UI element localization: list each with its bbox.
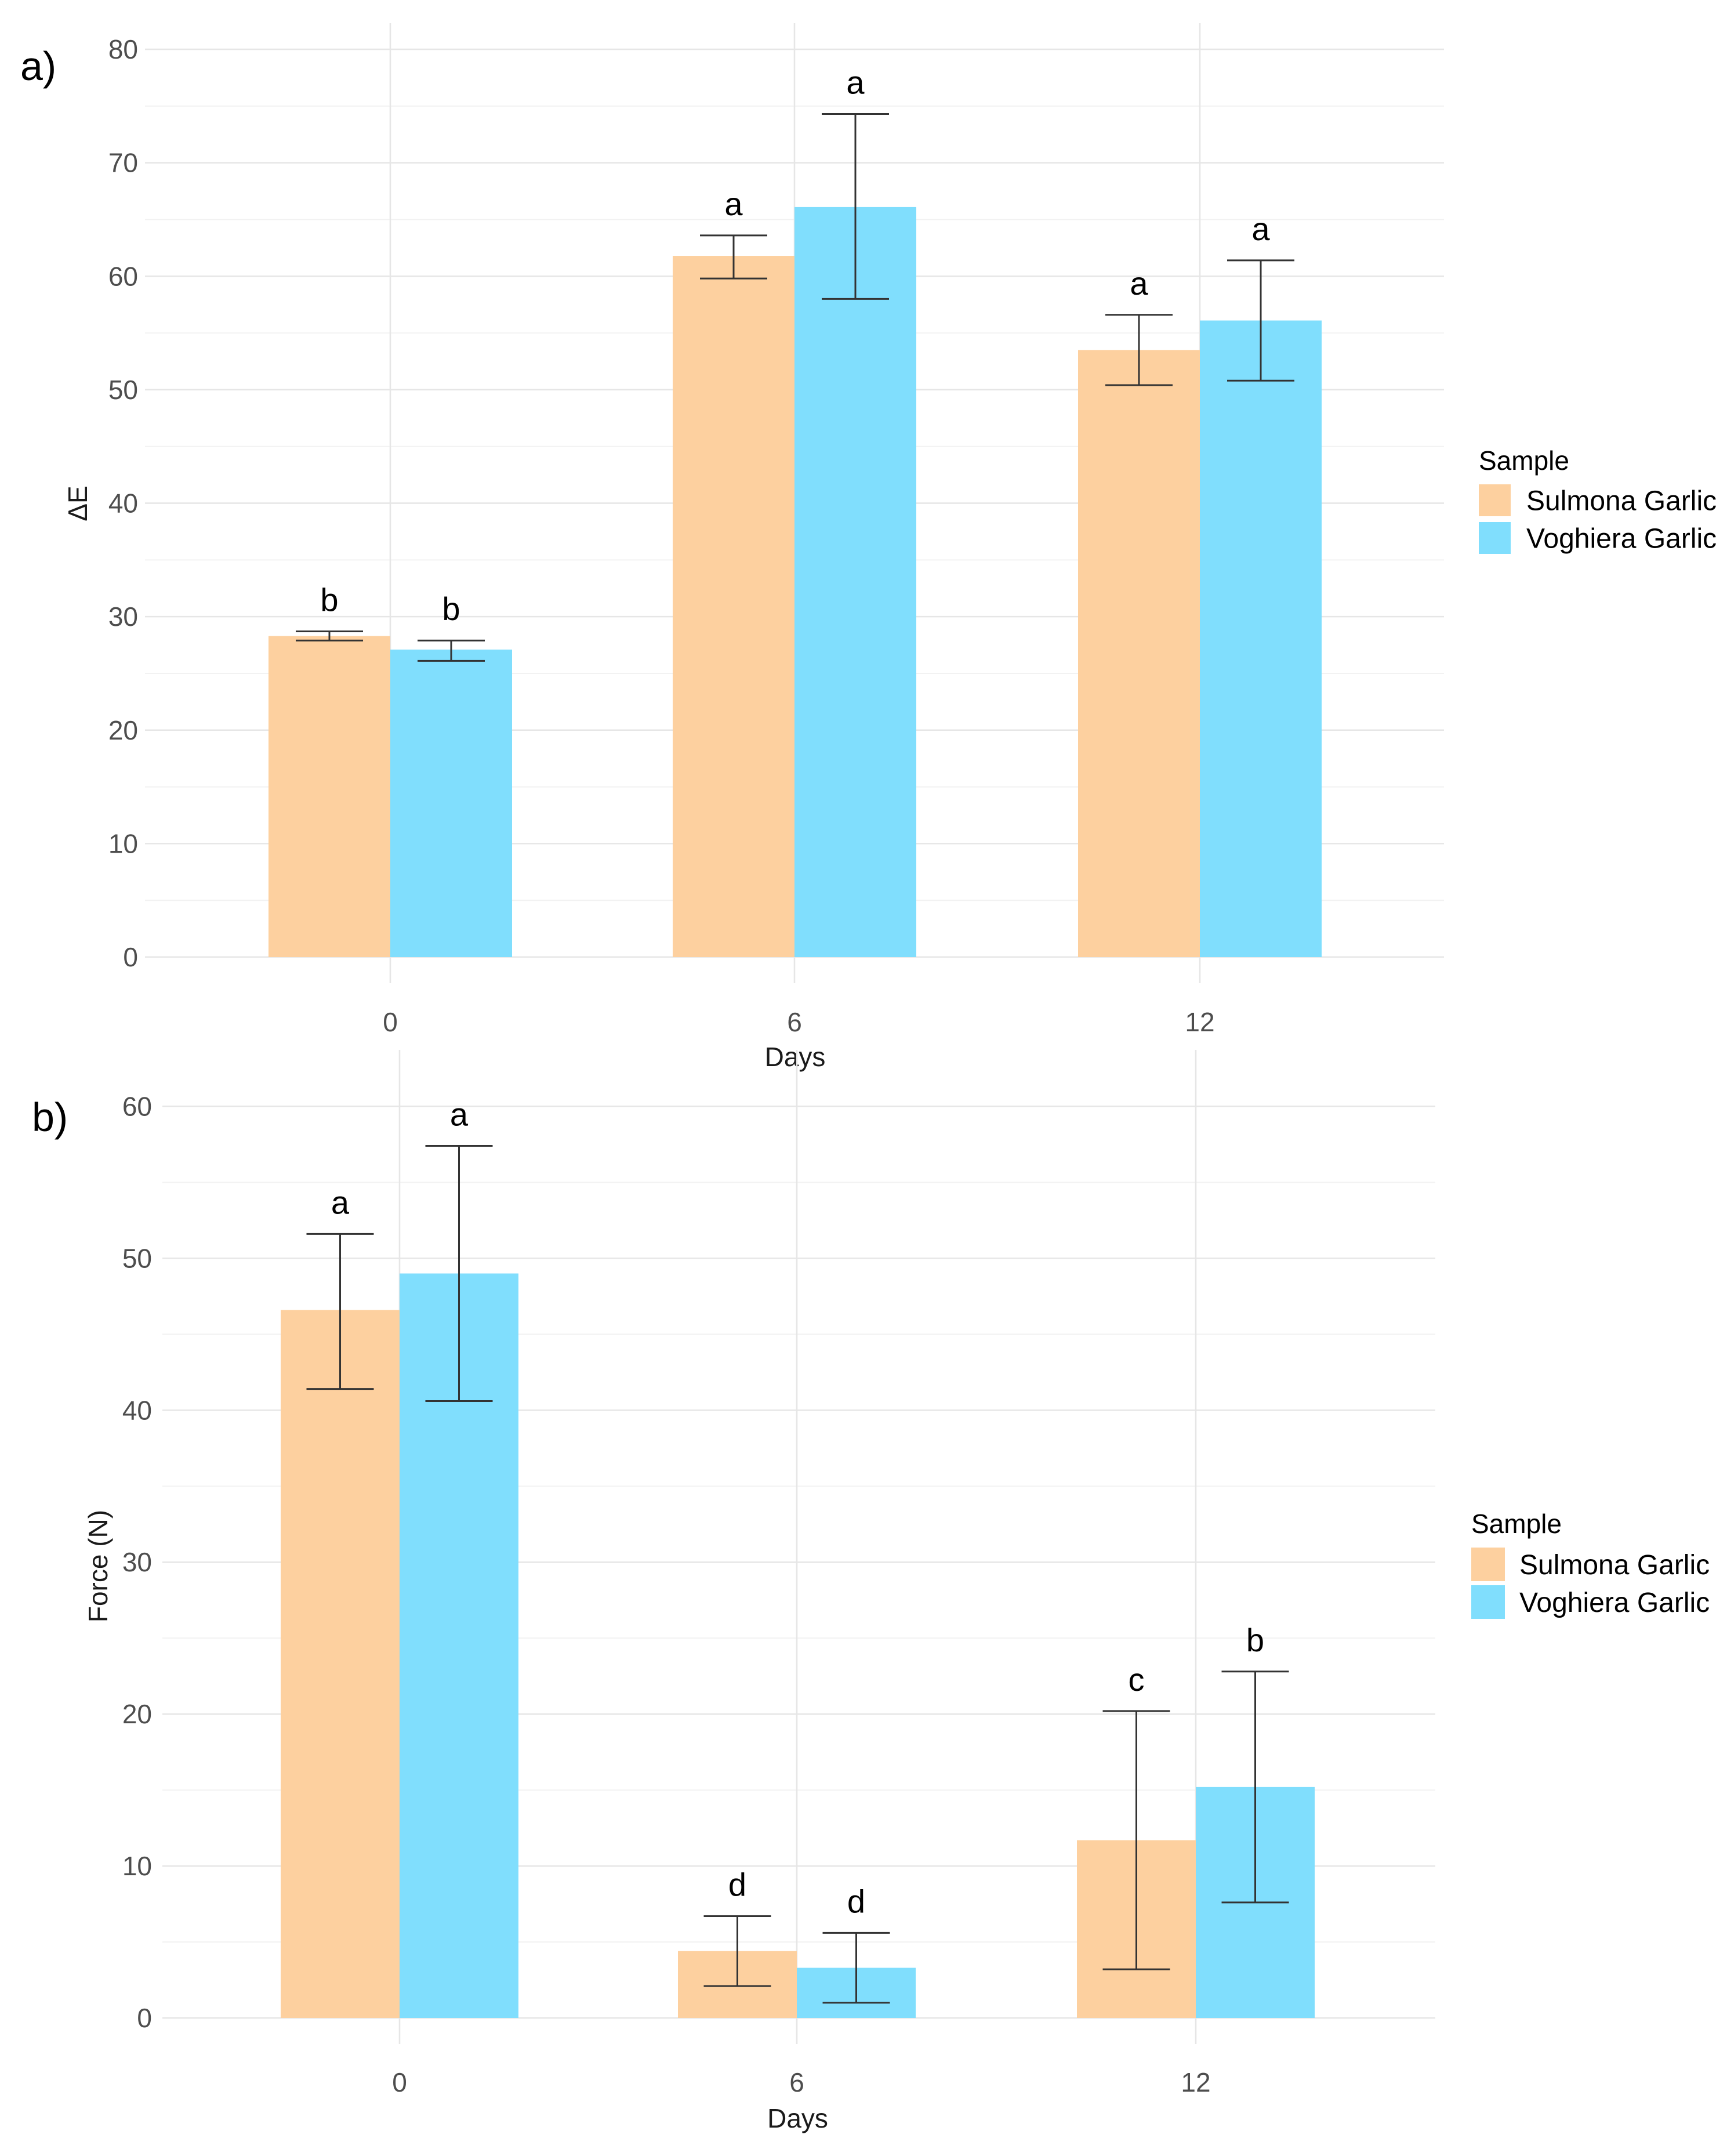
- error-bar: [296, 631, 363, 642]
- error-bar: [425, 1144, 493, 1403]
- x-tick-label: 6: [789, 2067, 804, 2097]
- bar-voghiera-day-6: [794, 206, 916, 958]
- legend-title: Sample: [1471, 1509, 1562, 1539]
- significance-letter: d: [847, 1883, 865, 1919]
- bar-sulmona-day-0: [281, 1310, 400, 2018]
- y-tick-label: 0: [123, 942, 138, 972]
- significance-letter: a: [450, 1096, 469, 1132]
- legend-swatch-voghiera: [1471, 1585, 1505, 1619]
- legend-label-voghiera: Voghiera Garlic: [1526, 524, 1717, 555]
- legend-title: Sample: [1479, 445, 1569, 476]
- y-tick-label: 10: [122, 1851, 152, 1881]
- significance-letter: c: [1129, 1661, 1145, 1698]
- error-bar: [700, 234, 767, 280]
- significance-letter: a: [331, 1184, 350, 1220]
- significance-letter: a: [846, 64, 865, 101]
- y-tick-label: 60: [122, 1091, 152, 1121]
- y-tick-label: 60: [108, 261, 138, 291]
- significance-letter: b: [1246, 1622, 1264, 1658]
- y-tick-label: 70: [108, 148, 138, 178]
- error-bar: [822, 113, 889, 300]
- x-tick-label: 6: [787, 1007, 802, 1037]
- legend-swatch-sulmona: [1479, 484, 1511, 516]
- bar-voghiera-day-0: [390, 649, 512, 957]
- y-axis-title: ΔE: [63, 485, 93, 521]
- error-bar: [1227, 259, 1294, 382]
- legend: Sample Sulmona Garlic Voghiera Garlic: [1479, 445, 1717, 555]
- significance-letter: a: [724, 186, 743, 222]
- bar-voghiera-day-12: [1200, 320, 1322, 958]
- legend: Sample Sulmona Garlic Voghiera Garlic: [1471, 1509, 1710, 1619]
- error-bar: [822, 1932, 890, 2004]
- significance-letter: b: [320, 582, 338, 618]
- panel-label: b): [32, 1095, 68, 1140]
- y-tick-label: 40: [122, 1395, 152, 1425]
- bar-sulmona-day-6: [673, 256, 794, 958]
- significance-letter: d: [728, 1867, 746, 1903]
- error-bar: [418, 639, 485, 662]
- y-tick-label: 80: [108, 34, 138, 64]
- bar-sulmona-day-12: [1078, 350, 1200, 957]
- y-tick-label: 30: [108, 601, 138, 632]
- legend-label-sulmona: Sulmona Garlic: [1519, 1550, 1710, 1581]
- error-bar: [1105, 314, 1173, 386]
- x-axis-title: Days: [767, 2103, 828, 2133]
- legend-swatch-sulmona: [1471, 1548, 1505, 1581]
- y-tick-label: 50: [108, 375, 138, 405]
- x-tick-label: 12: [1185, 1007, 1214, 1037]
- y-tick-label: 20: [108, 715, 138, 745]
- bar-sulmona-day-0: [269, 636, 390, 957]
- error-bar: [1102, 1710, 1170, 1970]
- error-bar: [1221, 1671, 1289, 1904]
- x-tick-label: 0: [383, 1007, 398, 1037]
- y-axis-title: Force (N): [83, 1510, 113, 1622]
- y-tick-label: 10: [108, 828, 138, 858]
- legend-label-voghiera: Voghiera Garlic: [1519, 1588, 1710, 1618]
- panel-label: a): [20, 44, 56, 89]
- x-axis-title: Days: [765, 1042, 826, 1072]
- chart-panel-b: 0 10 20 30 40 50 60 0 6 12 a d c a d b Days Force (N) b) Sa…: [32, 1050, 1710, 2133]
- x-tick-label: 0: [392, 2067, 407, 2097]
- error-bar: [306, 1233, 374, 1390]
- y-tick-label: 30: [122, 1547, 152, 1577]
- x-tick-label: 12: [1181, 2067, 1210, 2097]
- legend-swatch-voghiera: [1479, 522, 1511, 554]
- y-tick-label: 20: [122, 1699, 152, 1729]
- significance-letter: a: [1130, 265, 1148, 302]
- y-tick-label: 50: [122, 1243, 152, 1273]
- significance-letter: b: [442, 590, 460, 627]
- chart-panel-a: 0 10 20 30 40 50 60 70 80 0 6 12 b a a b a a Days ΔE a) Sampl…: [20, 23, 1717, 1072]
- y-tick-label: 0: [137, 2003, 152, 2033]
- legend-label-sulmona: Sulmona Garlic: [1526, 486, 1717, 517]
- y-tick-label: 40: [108, 488, 138, 519]
- error-bar: [703, 1915, 771, 1987]
- significance-letter: a: [1251, 211, 1270, 247]
